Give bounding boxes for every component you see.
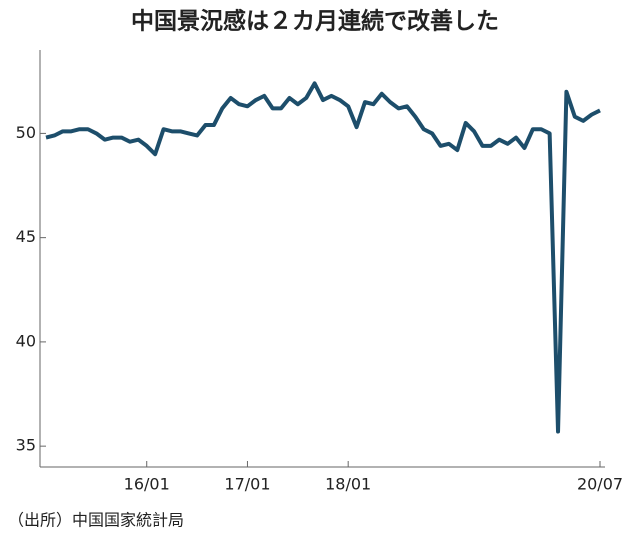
y-tick-label: 50 xyxy=(16,123,36,142)
x-tick-label: 20/07 xyxy=(577,475,623,494)
data-line xyxy=(45,81,601,434)
y-tick-label: 45 xyxy=(16,227,36,246)
x-tick-label: 17/01 xyxy=(224,475,270,494)
chart-title: 中国景況感は２カ月連続で改善した xyxy=(131,8,499,35)
x-tick-label: 18/01 xyxy=(325,475,371,494)
y-tick-label: 35 xyxy=(16,436,36,455)
x-tick-label: 16/01 xyxy=(124,475,170,494)
source-note: （出所）中国国家統計局 xyxy=(8,511,184,530)
y-tick-label: 40 xyxy=(16,331,36,350)
